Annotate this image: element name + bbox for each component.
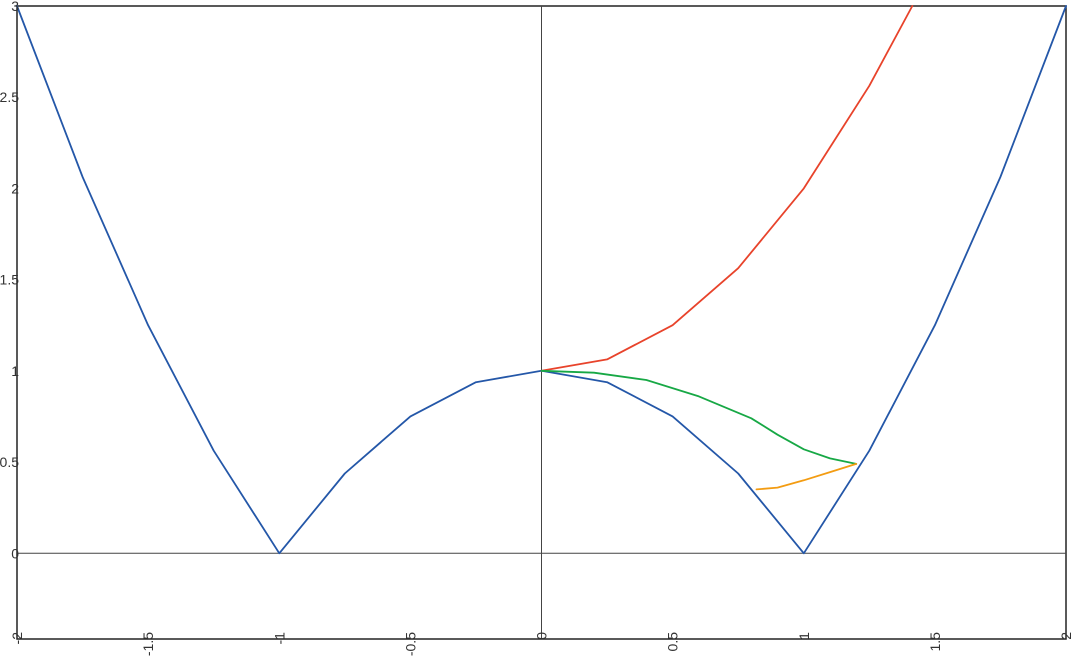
y-tick-label: 1.5	[0, 272, 19, 288]
series-2-line	[540, 5, 914, 372]
x-tick-label: -0.5	[402, 632, 418, 656]
y-tick-label: 2.5	[0, 89, 19, 105]
x-tick-label: 0.5	[665, 632, 681, 652]
y-tick-labels: 0 0.5 1 1.5 2 2.5 3	[0, 0, 19, 561]
x-tick-labels: -2 -1.5 -1 -0.5 0 0.5 1 1.5 2	[9, 632, 1072, 656]
x-tick-label: 1.5	[927, 632, 943, 652]
y-tick-label: 0	[11, 545, 19, 561]
axes-lines	[17, 6, 1066, 639]
x-tick-label: 1	[796, 632, 812, 640]
y-tick-label: 0.5	[0, 454, 19, 470]
y-tick-label: 3	[11, 0, 19, 14]
series-4-line	[755, 463, 858, 491]
series-3-line	[540, 369, 858, 465]
x-tick-label: -1.5	[140, 632, 156, 656]
x-tick-label: 2	[1058, 632, 1072, 640]
y-tick-label: 2	[11, 180, 19, 196]
x-tick-label: 0	[534, 632, 550, 640]
x-tick-label: -2	[9, 632, 25, 645]
series-layer	[16, 5, 1067, 555]
y-tick-label: 1	[11, 363, 19, 379]
x-tick-label: -1	[271, 632, 287, 645]
